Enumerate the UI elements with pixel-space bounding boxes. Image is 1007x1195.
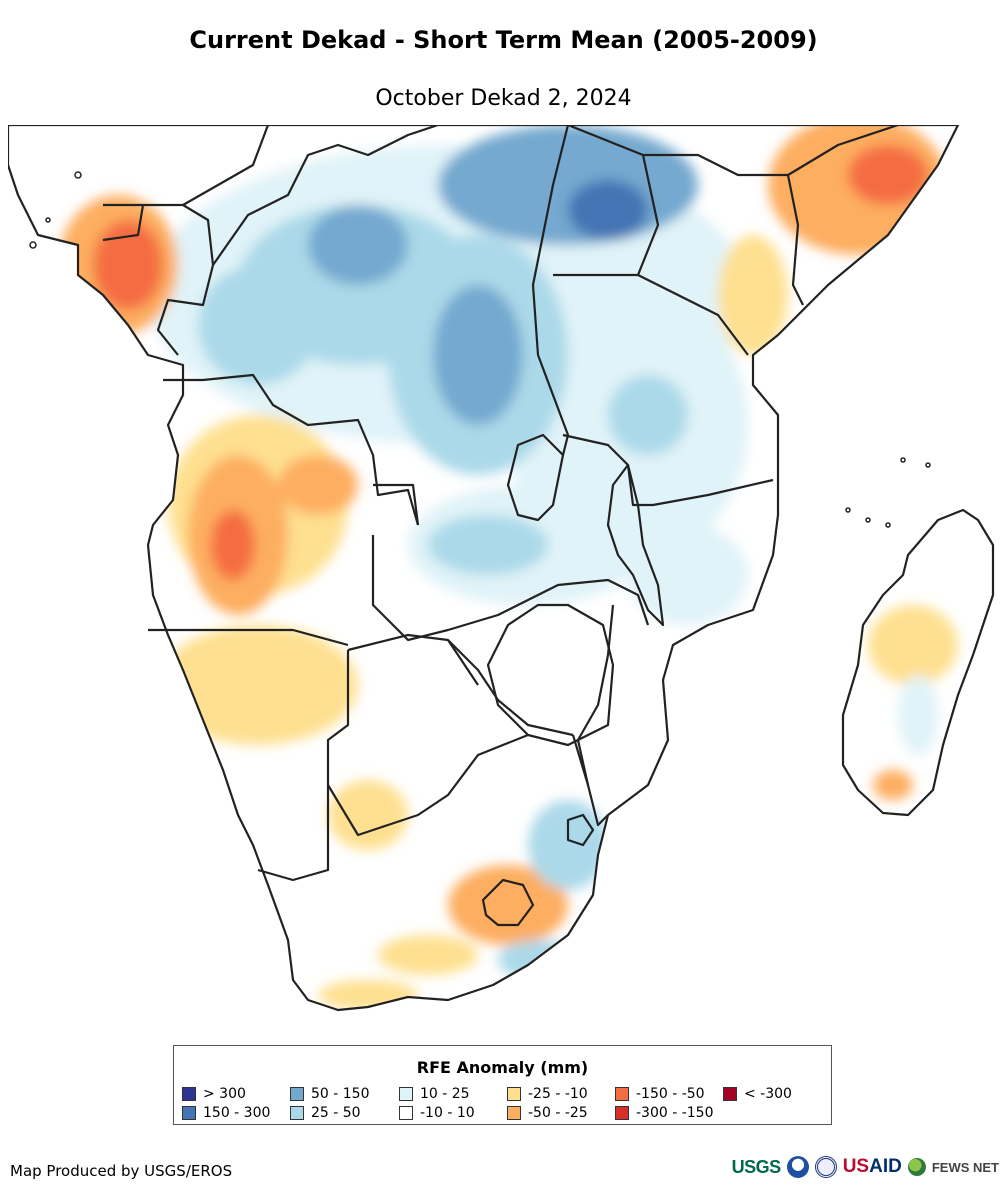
legend: RFE Anomaly (mm) > 300 150 - 300 50 - 15… [173,1045,832,1125]
legend-item: 150 - 300 [182,1105,270,1121]
legend-title: RFE Anomaly (mm) [416,1058,589,1077]
legend-label: -25 - -10 [528,1086,588,1102]
legend-swatch [290,1087,304,1101]
legend-label: 25 - 50 [311,1105,361,1121]
legend-item: -50 - -25 [507,1105,588,1121]
usaid-aid-text: AID [869,1156,902,1177]
map-subtitle: October Dekad 2, 2024 [375,86,632,111]
legend-swatch [399,1106,413,1120]
fews-net-logo: FEWS NET [931,1159,999,1175]
map-svg [8,125,995,1012]
legend-swatch [615,1087,629,1101]
legend-swatch [290,1106,304,1120]
legend-label: -10 - 10 [420,1105,475,1121]
legend-swatch [182,1106,196,1120]
legend-label: -300 - -150 [636,1105,714,1121]
anomaly-shading [58,125,948,1010]
islands [29,171,931,528]
legend-item: 25 - 50 [290,1105,361,1121]
legend-swatch [507,1087,521,1101]
seal-logo [814,1156,837,1178]
legend-item: < -300 [723,1086,792,1102]
legend-label: -150 - -50 [636,1086,705,1102]
legend-label: 10 - 25 [420,1086,470,1102]
legend-label: -50 - -25 [528,1105,588,1121]
legend-swatch [507,1106,521,1120]
map-credit: Map Produced by USGS/EROS [10,1162,233,1180]
usaid-logo: USAID [843,1156,902,1178]
legend-item: -25 - -10 [507,1086,588,1102]
country-borders [8,125,995,1012]
noaa-logo [786,1156,809,1178]
legend-item: > 300 [182,1086,246,1102]
partner-logos: USGS USAID FEWS NET [732,1156,999,1178]
legend-label: > 300 [203,1086,246,1102]
legend-item: 10 - 25 [399,1086,470,1102]
legend-label: 50 - 150 [311,1086,370,1102]
usaid-us-text: US [842,1156,870,1177]
madagascar-shading [868,605,958,800]
legend-swatch [723,1087,737,1101]
legend-label: 150 - 300 [203,1105,271,1121]
legend-swatch [615,1106,629,1120]
legend-label: < -300 [744,1086,792,1102]
usgs-logo: USGS [731,1156,782,1177]
legend-swatch [399,1087,413,1101]
legend-item: -10 - 10 [399,1105,475,1121]
legend-item: -300 - -150 [615,1105,714,1121]
globe-icon [907,1158,926,1176]
map-title: Current Dekad - Short Term Mean (2005-20… [189,26,818,54]
legend-swatch [182,1087,196,1101]
legend-item: -150 - -50 [615,1086,705,1102]
legend-item: 50 - 150 [290,1086,370,1102]
anomaly-map [8,125,998,1025]
